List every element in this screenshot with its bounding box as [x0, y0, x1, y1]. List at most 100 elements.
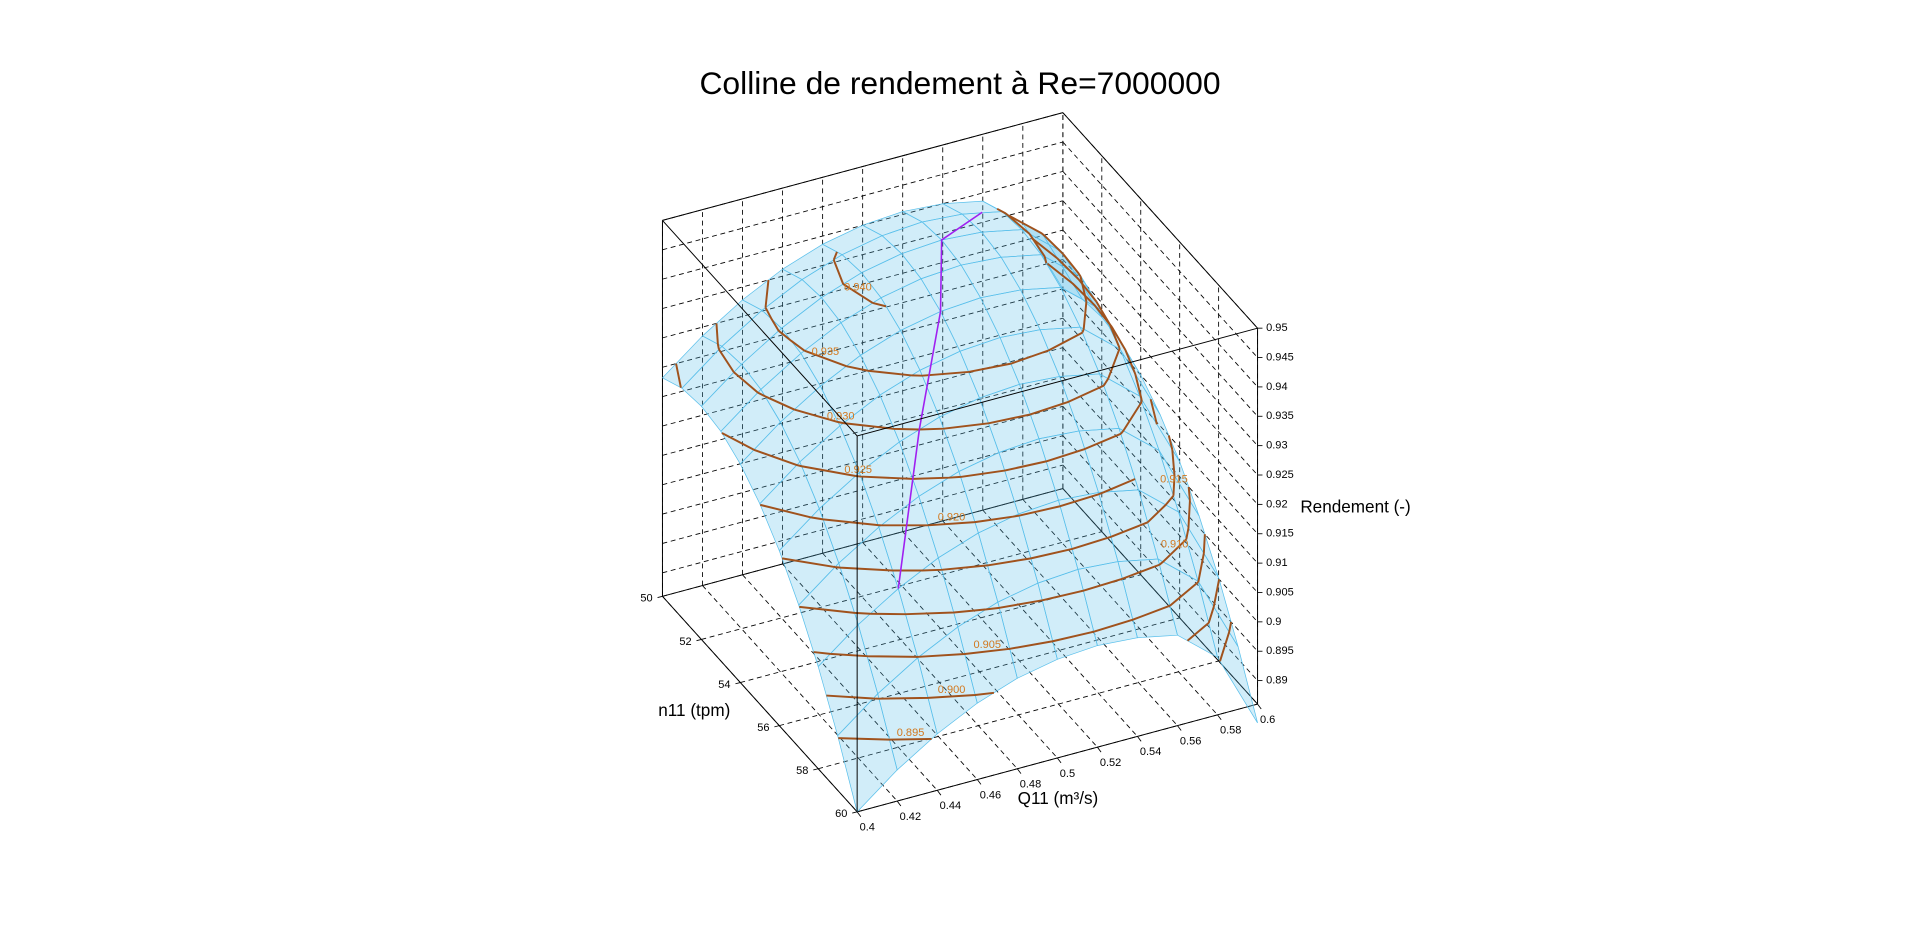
wall-grid-line	[1062, 347, 1258, 564]
contour-label: 0.915	[1160, 474, 1188, 486]
wall-grid-line	[1062, 259, 1258, 476]
x-tick-label: 0.58	[1220, 725, 1241, 737]
y-tick	[657, 595, 663, 598]
x-axis-label: Q11 (m³/s)	[1018, 788, 1099, 808]
y-tick-label: 56	[757, 722, 769, 734]
contour-label: 0.930	[827, 410, 855, 422]
x-tick	[1217, 714, 1222, 721]
contour-line	[764, 214, 1088, 377]
wall-grid-line	[662, 288, 1063, 398]
x-tick-label: 0.44	[940, 800, 961, 812]
y-tick	[735, 682, 741, 685]
z-tick-label: 0.945	[1266, 351, 1294, 363]
wall-grid-line	[662, 464, 1063, 574]
contour-line	[760, 398, 1158, 527]
x-tick	[976, 779, 982, 785]
contour-line	[813, 534, 1206, 658]
y-tick-label: 54	[718, 679, 730, 691]
x-tick	[1137, 736, 1142, 742]
z-tick-label: 0.895	[1266, 645, 1294, 657]
floor-grid-line	[742, 574, 938, 791]
x-tick	[936, 790, 942, 796]
wall-grid-line	[1062, 200, 1258, 417]
floor-grid-line	[702, 585, 898, 802]
x-tick-label: 0.56	[1180, 735, 1201, 747]
floor-grid-line	[818, 660, 1219, 770]
z-tick-label: 0.935	[1266, 410, 1294, 422]
box-edge	[1062, 112, 1258, 329]
x-tick-label: 0.4	[860, 822, 875, 834]
box-edge	[662, 112, 1063, 221]
plot-root: Colline de rendement à Re=7000000 0.895 0…	[640, 65, 1410, 834]
wall-grid-line	[662, 141, 1063, 251]
box-edge	[662, 488, 1063, 597]
floor-grid-line	[862, 542, 1058, 759]
x-tick-label: 0.6	[1260, 714, 1275, 726]
y-tick	[696, 639, 702, 642]
x-tick-label: 0.46	[980, 789, 1001, 801]
box-edge	[662, 596, 858, 813]
floor-grid-line	[701, 531, 1102, 640]
z-tick-label: 0.94	[1266, 381, 1287, 393]
wall-grid-line	[1062, 435, 1258, 652]
floor-grid-line	[782, 563, 978, 780]
z-tick-label: 0.925	[1266, 469, 1294, 481]
y-tick-label: 52	[679, 636, 691, 648]
floor-grid-line	[1022, 499, 1218, 716]
wall-grid-line	[1062, 406, 1258, 623]
wall-grid-line	[1062, 229, 1258, 446]
contour-label: 0.940	[844, 281, 872, 293]
x-tick	[1097, 746, 1102, 753]
contour-line	[715, 237, 1121, 431]
x-tick-label: 0.48	[1020, 779, 1041, 791]
y-tick-label: 58	[796, 765, 808, 777]
x-tick	[1057, 757, 1062, 764]
floor-grid-line	[902, 531, 1098, 748]
x-tick-label: 0.42	[900, 811, 921, 823]
z-tick-label: 0.91	[1266, 557, 1287, 569]
z-tick-label: 0.905	[1266, 586, 1294, 598]
z-tick-label: 0.9	[1266, 616, 1281, 628]
contour-label: 0.895	[897, 727, 925, 739]
wall-grid-line	[662, 229, 1063, 339]
x-tick	[1177, 725, 1182, 731]
wall-grid-line	[1062, 376, 1258, 593]
z-axis-label: Rendement (-)	[1300, 497, 1410, 517]
z-tick-label: 0.915	[1266, 528, 1294, 540]
chart-title: Colline de rendement à Re=7000000	[699, 65, 1220, 101]
x-tick	[856, 811, 862, 817]
floor-grid-line	[942, 520, 1138, 737]
box-edge	[1062, 488, 1258, 705]
z-tick-label: 0.93	[1266, 440, 1287, 452]
floor-grid-line	[982, 509, 1178, 726]
contour-label: 0.905	[973, 639, 1001, 651]
x-tick	[1257, 703, 1262, 710]
z-tick-label: 0.89	[1266, 674, 1287, 686]
contour-label: 0.900	[938, 684, 966, 696]
contour-line	[832, 207, 1048, 308]
box-edge	[662, 220, 858, 437]
contour-line	[838, 621, 1233, 741]
floor-grid-line	[822, 552, 1018, 770]
wall-grid-line	[662, 317, 1063, 427]
x-tick-label: 0.54	[1140, 746, 1161, 758]
contour-label: 0.925	[844, 464, 872, 476]
y-tick	[852, 811, 858, 814]
contour-label: 0.920	[938, 511, 966, 523]
contour-label: 0.935	[812, 346, 840, 358]
wall-grid-line	[662, 376, 1063, 486]
y-tick	[774, 725, 780, 728]
y-tick	[813, 768, 819, 771]
contour-label: 0.910	[1161, 538, 1189, 550]
x-tick-label: 0.5	[1060, 768, 1075, 780]
optimum-line	[897, 211, 983, 589]
wall-grid-line	[662, 200, 1063, 309]
z-tick-label: 0.95	[1266, 322, 1287, 334]
y-tick-label: 60	[835, 808, 847, 820]
surface-cell	[1197, 580, 1258, 724]
contour-line	[799, 486, 1191, 616]
contour-line	[781, 435, 1176, 572]
box-edge	[857, 327, 1258, 437]
